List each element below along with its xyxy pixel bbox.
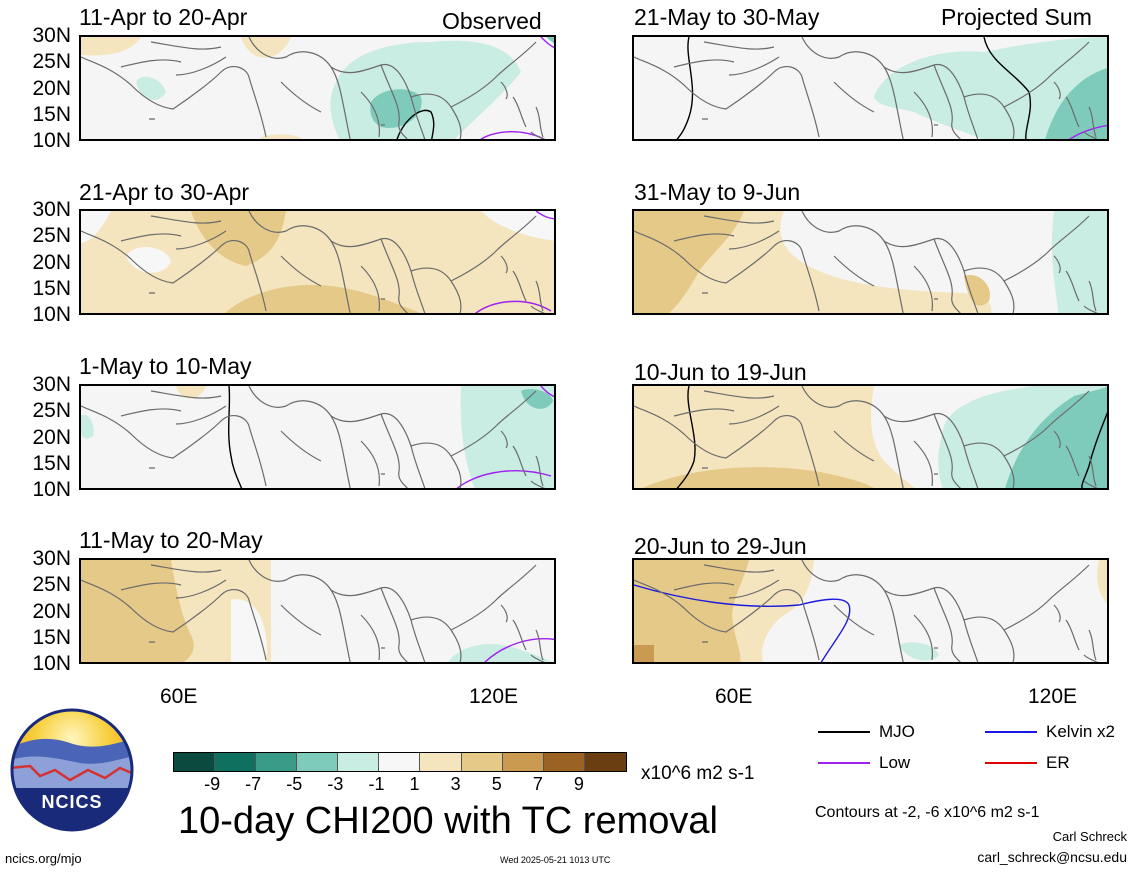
panel-title: 1-May to 10-May	[79, 353, 252, 379]
lat-label: 20N	[32, 251, 71, 274]
lat-label: 15N	[32, 452, 71, 475]
lon-label: 60E	[715, 685, 753, 708]
legend-line-mjo	[818, 731, 870, 733]
colorbar-swatch	[338, 753, 380, 771]
map-field	[81, 211, 554, 313]
map-field	[634, 386, 1107, 488]
timestamp: Wed 2025-05-21 1013 UTC	[500, 855, 611, 865]
lat-label: 25N	[32, 399, 71, 422]
colorbar-tick-label: 7	[532, 774, 543, 794]
map-field	[634, 560, 1107, 662]
map-panel	[632, 558, 1109, 664]
author-email: carl_schreck@ncsu.edu	[977, 849, 1127, 865]
colorbar-swatch	[379, 753, 421, 771]
map-panel	[79, 209, 556, 315]
lat-label: 30N	[32, 24, 71, 47]
lat-label: 15N	[32, 277, 71, 300]
author-name: Carl Schreck	[1052, 829, 1127, 844]
lat-label: 10N	[32, 478, 71, 501]
lon-label: 120E	[469, 685, 519, 708]
map-panel	[632, 384, 1109, 490]
lat-label: 15N	[32, 626, 71, 649]
lat-label: 20N	[32, 600, 71, 623]
projected-header: Projected Sum	[941, 4, 1092, 30]
colorbar-swatch	[502, 753, 544, 771]
map-panel	[79, 35, 556, 141]
colorbar-tick-label: 9	[573, 774, 584, 794]
colorbar-tick-label: -7	[245, 774, 262, 794]
lon-label: 120E	[1028, 685, 1078, 708]
ncics-logo: NCICS	[10, 708, 134, 832]
colorbar-swatch	[543, 753, 585, 771]
map-panel	[79, 384, 556, 490]
colorbar-tick-label: -5	[286, 774, 303, 794]
logo-text: NCICS	[41, 792, 103, 812]
map-field	[81, 386, 554, 488]
colorbar-tick-label: 5	[491, 774, 502, 794]
panel-title: 21-Apr to 30-Apr	[79, 179, 250, 205]
colorbar-tick-label: 1	[409, 774, 420, 794]
legend-label: Low	[879, 753, 911, 772]
panel-title: 11-Apr to 20-Apr	[79, 4, 248, 30]
lat-label: 20N	[32, 426, 71, 449]
lat-label: 25N	[32, 224, 71, 247]
colorbar-swatch	[584, 753, 626, 771]
observed-header: Observed	[442, 8, 542, 34]
map-panel	[79, 558, 556, 664]
panel-title: 10-Jun to 19-Jun	[634, 359, 807, 385]
legend-line-low	[818, 762, 870, 764]
legend-line-er	[985, 762, 1037, 764]
legend-label: MJO	[879, 722, 915, 741]
lat-label: 10N	[32, 652, 71, 675]
colorbar-tick-label: -9	[204, 774, 221, 794]
panel-title: 31-May to 9-Jun	[634, 179, 801, 205]
panel-title: 11-May to 20-May	[79, 527, 263, 553]
colorbar-swatch	[174, 753, 216, 771]
lat-label: 30N	[32, 198, 71, 221]
lat-label: 15N	[32, 103, 71, 126]
lat-label: 30N	[32, 373, 71, 396]
colorbar-tick-label: 3	[450, 774, 461, 794]
lat-label: 25N	[32, 50, 71, 73]
colorbar	[173, 752, 627, 772]
colorbar-swatch	[461, 753, 503, 771]
legend-label: Kelvin x2	[1046, 722, 1115, 741]
map-field	[81, 37, 554, 139]
lat-label: 30N	[32, 547, 71, 570]
colorbar-tick-label: -3	[327, 774, 344, 794]
colorbar-swatch	[420, 753, 462, 771]
lon-label: 60E	[160, 685, 198, 708]
lat-label: 10N	[32, 303, 71, 326]
contour-note: Contours at -2, -6 x10^6 m2 s-1	[815, 804, 1040, 821]
map-field	[81, 560, 554, 662]
lat-label: 20N	[32, 77, 71, 100]
legend-label: ER	[1046, 753, 1070, 772]
map-panel	[632, 209, 1109, 315]
colorbar-swatch	[215, 753, 257, 771]
colorbar-units: x10^6 m2 s-1	[641, 763, 755, 784]
map-panel	[632, 35, 1109, 141]
map-field	[634, 211, 1107, 313]
panel-title: 21-May to 30-May	[634, 4, 820, 30]
map-field	[634, 37, 1107, 139]
colorbar-swatch	[297, 753, 339, 771]
lat-label: 10N	[32, 129, 71, 152]
lat-label: 25N	[32, 573, 71, 596]
main-title: 10-day CHI200 with TC removal	[178, 800, 718, 842]
legend-line-kelvin	[985, 731, 1037, 733]
colorbar-swatch	[256, 753, 298, 771]
site-link[interactable]: ncics.org/mjo	[5, 851, 82, 866]
panel-title: 20-Jun to 29-Jun	[634, 533, 807, 559]
colorbar-tick-label: -1	[368, 774, 385, 794]
